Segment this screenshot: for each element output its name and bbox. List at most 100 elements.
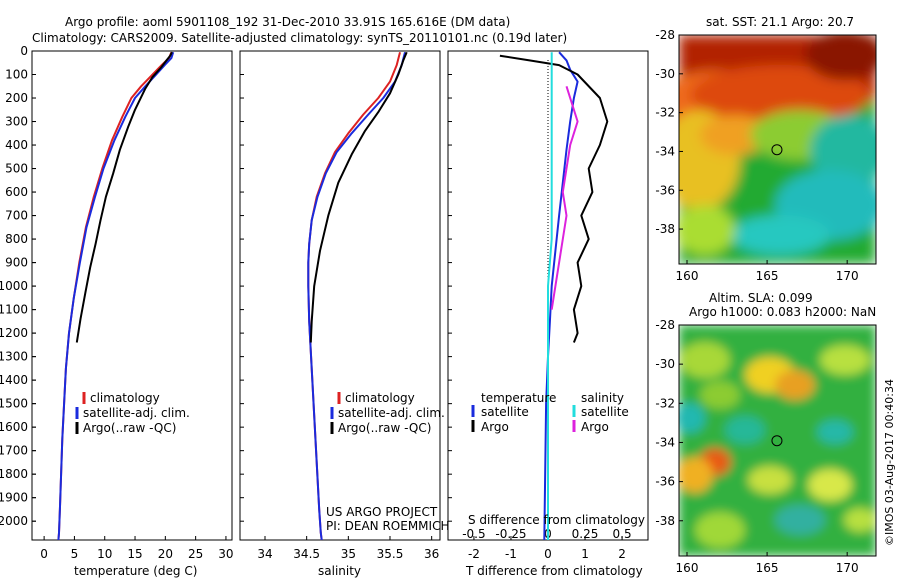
map-lat-tick-label: -38	[655, 222, 675, 236]
depth-tick-label: 1500	[0, 397, 28, 411]
x-tick-label: 5	[71, 547, 79, 561]
diff-legend: temperature satellite Argo salinity sate…	[471, 391, 629, 434]
x-tick-label: 1	[581, 547, 589, 561]
x-tick-label: 2	[618, 547, 626, 561]
series-line-2-0	[543, 51, 579, 541]
header-line-1: Argo profile: aoml 5901108_192 31-Dec-20…	[65, 15, 510, 29]
map-sst-float-marker	[771, 144, 783, 156]
depth-axis: 0 100 200 300 400 500 600 700 800 900 1000 1100 1200…	[0, 44, 36, 528]
map-sla-frame	[678, 324, 877, 557]
temp-plot-frame	[31, 50, 233, 541]
map-sst-title: sat. SST: 21.1 Argo: 20.7	[706, 15, 854, 29]
legend-label-t-argo: Argo	[481, 420, 509, 434]
map-lat-tick-label: -28	[655, 28, 675, 42]
x-tick-label: 25	[188, 547, 203, 561]
series-line-0-1	[57, 51, 175, 541]
x-tick-label: 15	[127, 547, 142, 561]
series-line-0-2	[75, 51, 173, 343]
depth-tick-label: 2000	[0, 514, 28, 528]
map-sst-axes: 160 165 170 -28 -30 -32 -34 -36 -38	[655, 28, 858, 283]
sal-xlabel: salinity	[318, 564, 361, 578]
diff-xlabel: T difference from climatology	[465, 564, 643, 578]
x-tick-label: -2	[468, 547, 480, 561]
x-tick-label: 20	[158, 547, 173, 561]
x-tick-label: 36	[424, 547, 439, 561]
legend-header-temperature: temperature	[481, 391, 556, 405]
map-lat-tick-label: -30	[655, 67, 675, 81]
sal-legend: climatology satellite-adj. clim. Argo(..…	[330, 391, 445, 435]
legend-label-argo: Argo(..raw -QC)	[83, 421, 176, 435]
map-sla-float-marker	[771, 435, 783, 447]
map-lat-tick-label: -34	[655, 144, 675, 158]
depth-tick-label: 1800	[0, 467, 28, 481]
diff-plot: -2 -1 0 1 2-0.5 -0.25 0 0.25 0.5	[448, 50, 632, 561]
map-sla-title: Altim. SLA: 0.099	[709, 291, 813, 305]
legend-header-salinity: salinity	[581, 391, 624, 405]
map-lat-tick-label: -28	[655, 318, 675, 332]
s-diff-tick-label: 0.25	[572, 527, 599, 541]
map-sla	[679, 325, 876, 556]
legend-label-t-satellite: satellite	[481, 405, 529, 419]
x-tick-label: 0	[40, 547, 48, 561]
temp-legend: climatology satellite-adj. clim. Argo(..…	[75, 391, 190, 435]
x-tick-label: 35.5	[377, 547, 404, 561]
map-lon-tick-label: 160	[676, 561, 699, 575]
map-lat-tick-label: -30	[655, 357, 675, 371]
map-lat-tick-label: -34	[655, 435, 675, 449]
sal-plot: 34 34.5 35 35.5 36	[240, 50, 439, 561]
series-line-2-3	[550, 85, 579, 310]
series-line-2-2	[547, 52, 553, 540]
series-line-1-2	[309, 51, 408, 343]
depth-tick-label: 0	[20, 44, 28, 58]
imos-credit: ©IMOS 03-Aug-2017 00:40:34	[883, 379, 896, 546]
s-diff-tick-label: -0.5	[462, 527, 485, 541]
map-lon-tick-label: 170	[836, 561, 859, 575]
depth-tick-label: 1300	[0, 350, 28, 364]
map-lon-tick-label: 170	[836, 269, 859, 283]
map-lon-tick-label: 160	[676, 269, 699, 283]
map-lat-tick-label: -36	[655, 183, 675, 197]
legend-label-satellite: satellite-adj. clim.	[338, 406, 445, 420]
temp-xlabel: temperature (deg C)	[74, 564, 197, 578]
x-tick-label: 0	[544, 547, 552, 561]
map-sst-frame	[678, 34, 877, 265]
depth-tick-label: 1200	[0, 326, 28, 340]
depth-tick-label: 400	[5, 138, 28, 152]
depth-tick-label: 1100	[0, 303, 28, 317]
s-diff-tick-label: -0.25	[495, 527, 526, 541]
x-tick-label: 30	[218, 547, 233, 561]
depth-tick-label: 1400	[0, 373, 28, 387]
map-sla-axes: 160 165 170 -28 -30 -32 -34 -36 -38	[655, 318, 858, 575]
depth-tick-label: 1900	[0, 491, 28, 505]
depth-tick-label: 200	[5, 91, 28, 105]
depth-tick-label: 900	[5, 256, 28, 270]
depth-tick-label: 100	[5, 68, 28, 82]
x-tick-label: 34	[257, 547, 272, 561]
diff-xlabel-top: S difference from climatology	[468, 513, 645, 527]
project-line-2: PI: DEAN ROEMMICH	[326, 519, 449, 533]
legend-label-argo: Argo(..raw -QC)	[338, 421, 431, 435]
map-lat-tick-label: -32	[655, 106, 675, 120]
depth-tick-label: 800	[5, 232, 28, 246]
x-tick-label: 35	[341, 547, 356, 561]
depth-tick-label: 700	[5, 209, 28, 223]
series-line-1-1	[307, 51, 406, 541]
x-tick-label: -1	[505, 547, 517, 561]
legend-label-satellite: satellite-adj. clim.	[83, 406, 190, 420]
sal-plot-frame	[239, 50, 441, 541]
temp-plot: 0 5 10 15 20 25 30	[32, 50, 234, 561]
legend-label-s-argo: Argo	[581, 420, 609, 434]
series-line-1-0	[307, 51, 401, 541]
depth-tick-label: 1600	[0, 420, 28, 434]
legend-label-climatology: climatology	[345, 391, 415, 405]
header-line-2: Climatology: CARS2009. Satellite-adjuste…	[32, 31, 567, 45]
map-lat-tick-label: -38	[655, 514, 675, 528]
legend-label-s-satellite: satellite	[581, 405, 629, 419]
map-lat-tick-label: -32	[655, 396, 675, 410]
map-lon-tick-label: 165	[756, 269, 779, 283]
project-line-1: US ARGO PROJECT	[326, 505, 438, 519]
map-sst	[679, 35, 876, 264]
depth-tick-label: 1000	[0, 279, 28, 293]
map-sla-subtitle: Argo h1000: 0.083 h2000: NaN	[689, 305, 876, 319]
